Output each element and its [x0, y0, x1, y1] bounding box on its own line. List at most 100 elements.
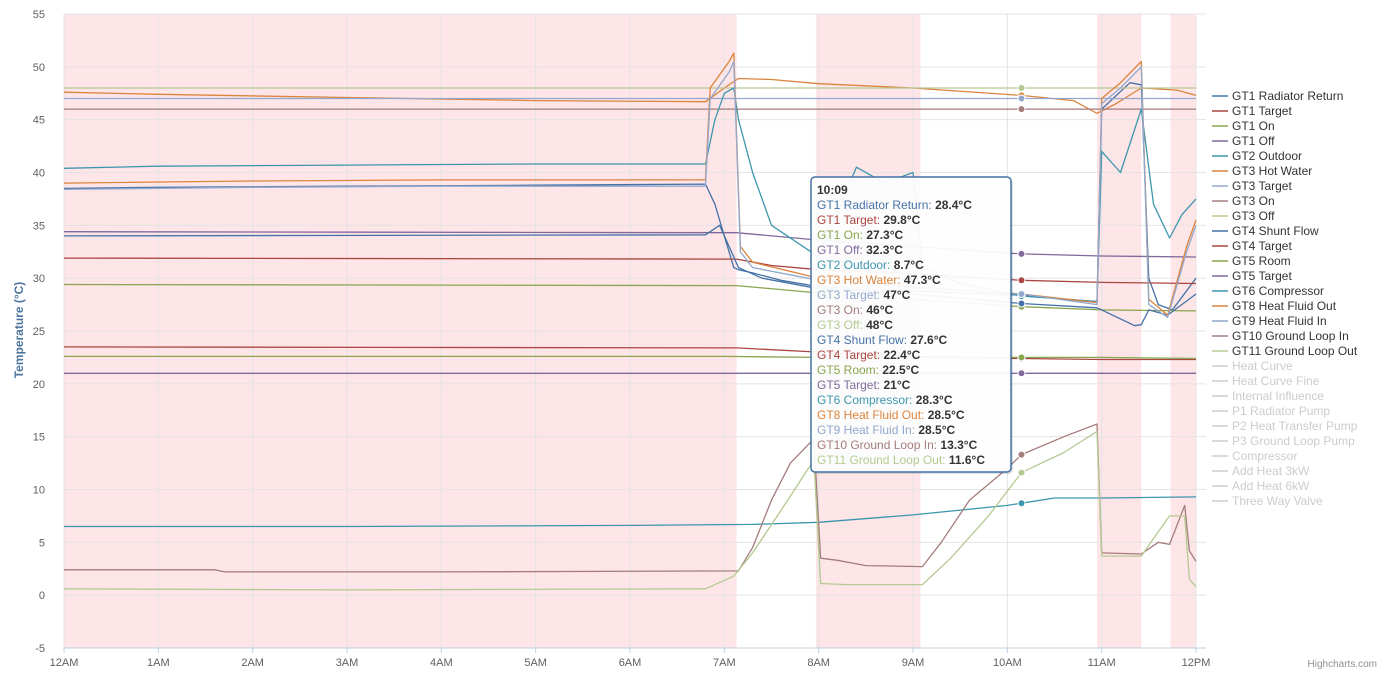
tooltip-row: GT1 On: 27.3°C — [817, 228, 904, 242]
tooltip-row: GT3 Target: 47°C — [817, 288, 911, 302]
tooltip-box — [810, 176, 1012, 473]
legend-item-gt3-target[interactable]: GT3 Target — [1232, 179, 1292, 193]
legend-item-gt5-room[interactable]: GT5 Room — [1232, 254, 1291, 268]
tooltip-series-name: GT6 Compressor: — [817, 393, 916, 407]
tooltip-row: GT1 Radiator Return: 28.4°C — [817, 198, 972, 212]
credits-link[interactable]: Highcharts.com — [1308, 659, 1377, 670]
y-tick-label: 5 — [39, 537, 45, 549]
tooltip-value: 27.6°C — [910, 333, 947, 347]
y-tick-label: 20 — [33, 379, 45, 391]
legend-item-add-heat-6kw[interactable]: Add Heat 6kW — [1232, 479, 1310, 493]
tooltip-value: 28.5°C — [918, 423, 955, 437]
y-axis-title: Temperature (°C) — [12, 282, 26, 379]
tooltip-series-name: GT1 On: — [817, 228, 866, 242]
legend-item-three-way-valve[interactable]: Three Way Valve — [1232, 494, 1323, 508]
y-tick-label: 10 — [33, 485, 45, 497]
legend-item-gt2-outdoor[interactable]: GT2 Outdoor — [1232, 149, 1302, 163]
tooltip-row: GT10 Ground Loop In: 13.3°C — [817, 438, 978, 452]
legend-item-gt10-ground-loop-in[interactable]: GT10 Ground Loop In — [1232, 329, 1349, 343]
hover-marker-gt11-ground-loop-out — [1017, 468, 1026, 477]
tooltip-value: 27.3°C — [866, 228, 903, 242]
x-tick-label: 6AM — [619, 657, 642, 669]
hover-marker-gt9-heat-fluid-in — [1017, 290, 1026, 299]
legend-item-gt3-hot-water[interactable]: GT3 Hot Water — [1232, 164, 1312, 178]
hover-marker-gt10-ground-loop-in — [1017, 450, 1026, 459]
tooltip-row: GT9 Heat Fluid In: 28.5°C — [817, 423, 956, 437]
x-axis: 12AM 1AM 2AM 3AM 4AM 5AM 6AM 7AM 8AM 9AM 10AM 11AM 1… — [50, 647, 1211, 669]
tooltip-series-name: GT9 Heat Fluid In: — [817, 423, 918, 437]
hover-marker-gt1-off — [1017, 249, 1026, 258]
tooltip-series-name: GT5 Target: — [817, 378, 883, 392]
legend-item-heat-curve[interactable]: Heat Curve — [1232, 359, 1293, 373]
tooltip-series-name: GT4 Target: — [817, 348, 883, 362]
legend-item-gt11-ground-loop-out[interactable]: GT11 Ground Loop Out — [1232, 344, 1358, 358]
tooltip-series-name: GT2 Outdoor: — [817, 258, 894, 272]
tooltip-row: GT3 Hot Water: 47.3°C — [817, 273, 941, 287]
series-line-gt11-ground-loop-out — [63, 430, 1197, 591]
hover-marker-gt5-target — [1017, 369, 1026, 378]
hover-marker-gt4-shunt-flow — [1017, 299, 1026, 308]
y-tick-label: 35 — [33, 220, 45, 232]
legend-item-gt8-heat-fluid-out[interactable]: GT8 Heat Fluid Out — [1232, 299, 1337, 313]
tooltip-row: GT5 Room: 22.5°C — [817, 363, 920, 377]
tooltip-series-name: GT3 Target: — [817, 288, 883, 302]
tooltip-value: 22.4°C — [883, 348, 920, 362]
legend-item-gt1-off[interactable]: GT1 Off — [1232, 134, 1275, 148]
legend-item-internal-influence[interactable]: Internal Influence — [1232, 389, 1324, 403]
y-tick-label: 30 — [33, 273, 45, 285]
legend-item-gt6-compressor[interactable]: GT6 Compressor — [1232, 284, 1324, 298]
tooltip-value: 32.3°C — [866, 243, 903, 257]
tooltip-value: 11.6°C — [949, 453, 985, 467]
legend-item-gt1-on[interactable]: GT1 On — [1232, 119, 1275, 133]
tooltip-series-name: GT3 On: — [817, 303, 866, 317]
y-axis: -5 0 5 10 15 20 25 30 35 40 45 50 55 — [33, 9, 45, 655]
tooltip-value: 29.8°C — [883, 213, 920, 227]
tooltip-series-name: GT3 Off: — [817, 318, 866, 332]
x-tick-label: 12AM — [50, 657, 79, 669]
legend-item-gt1-target[interactable]: GT1 Target — [1232, 104, 1292, 118]
legend-item-heat-curve-fine[interactable]: Heat Curve Fine — [1232, 374, 1320, 388]
x-tick-label: 8AM — [807, 657, 830, 669]
y-tick-label: 25 — [33, 326, 45, 338]
tooltip-series-name: GT1 Off: — [817, 243, 866, 257]
x-tick-label: 7AM — [713, 657, 736, 669]
legend-item-compressor[interactable]: Compressor — [1232, 449, 1297, 463]
x-tick-label: 12PM — [1182, 657, 1211, 669]
legend-item-gt9-heat-fluid-in[interactable]: GT9 Heat Fluid In — [1232, 314, 1327, 328]
tooltip-row: GT2 Outdoor: 8.7°C — [817, 258, 924, 272]
legend-item-gt5-target[interactable]: GT5 Target — [1232, 269, 1292, 283]
hover-marker-gt3-target — [1017, 94, 1026, 103]
tooltip-row: GT4 Shunt Flow: 27.6°C — [817, 333, 948, 347]
hover-marker-gt2-outdoor — [1017, 499, 1026, 508]
tooltip-value: 47°C — [883, 288, 910, 302]
y-tick-label: 15 — [33, 432, 45, 444]
x-tick-label: 5AM — [524, 657, 547, 669]
tooltip-value: 28.3°C — [916, 393, 953, 407]
legend-item-p3-ground-loop-pump[interactable]: P3 Ground Loop Pump — [1232, 434, 1355, 448]
x-tick-label: 11AM — [1088, 657, 1116, 669]
legend-item-p2-heat-transfer-pump[interactable]: P2 Heat Transfer Pump — [1232, 419, 1358, 433]
y-tick-label: 40 — [33, 168, 45, 180]
legend-item-p1-radiator-pump[interactable]: P1 Radiator Pump — [1232, 404, 1330, 418]
x-tick-label: 10AM — [993, 657, 1022, 669]
tooltip-series-name: GT1 Radiator Return: — [817, 198, 935, 212]
x-tick-label: 4AM — [430, 657, 453, 669]
legend-item-add-heat-3kw[interactable]: Add Heat 3kW — [1232, 464, 1310, 478]
hover-marker-gt3-off — [1017, 83, 1026, 92]
legend-item-gt1-radiator-return[interactable]: GT1 Radiator Return — [1232, 89, 1343, 103]
x-tick-label: 3AM — [336, 657, 359, 669]
x-tick-label: 9AM — [902, 657, 925, 669]
legend-item-gt3-off[interactable]: GT3 Off — [1232, 209, 1275, 223]
legend-item-gt4-target[interactable]: GT4 Target — [1232, 239, 1292, 253]
tooltip-series-name: GT4 Shunt Flow: — [817, 333, 910, 347]
tooltip-title: 10:09 — [817, 183, 848, 197]
tooltip-row: GT6 Compressor: 28.3°C — [817, 393, 953, 407]
tooltip-value: 22.5°C — [882, 363, 919, 377]
legend-item-gt3-on[interactable]: GT3 On — [1232, 194, 1275, 208]
tooltip-row: GT8 Heat Fluid Out: 28.5°C — [817, 408, 965, 422]
tooltip-value: 8.7°C — [894, 258, 924, 272]
tooltip-row: GT1 Target: 29.8°C — [817, 213, 921, 227]
legend-item-gt4-shunt-flow[interactable]: GT4 Shunt Flow — [1232, 224, 1319, 238]
tooltip-value: 28.5°C — [928, 408, 965, 422]
